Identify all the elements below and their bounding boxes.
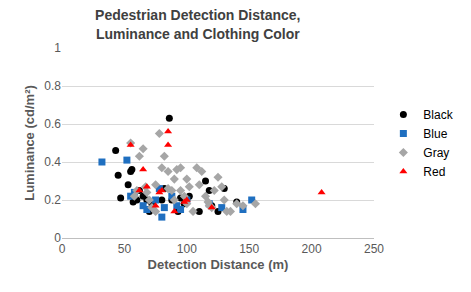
svg-text:0.4: 0.4 [44,155,61,169]
svg-text:1: 1 [54,41,61,55]
svg-text:100: 100 [177,242,197,256]
svg-text:Detection Distance (m): Detection Distance (m) [148,257,289,272]
svg-text:0.2: 0.2 [44,193,61,207]
svg-text:Red: Red [423,165,445,179]
svg-text:50: 50 [118,242,132,256]
svg-text:250: 250 [364,242,384,256]
svg-text:0: 0 [54,231,61,245]
svg-text:Pedestrian Detection Distance,: Pedestrian Detection Distance,Luminance … [95,7,300,41]
svg-text:200: 200 [302,242,322,256]
svg-text:Blue: Blue [423,127,447,141]
svg-text:Luminance (cd/m²): Luminance (cd/m²) [22,85,37,201]
svg-text:0.8: 0.8 [44,79,61,93]
svg-text:150: 150 [239,242,259,256]
svg-text:0.6: 0.6 [44,117,61,131]
svg-text:0: 0 [59,242,66,256]
svg-text:Black: Black [423,108,453,122]
svg-text:Gray: Gray [423,146,449,160]
